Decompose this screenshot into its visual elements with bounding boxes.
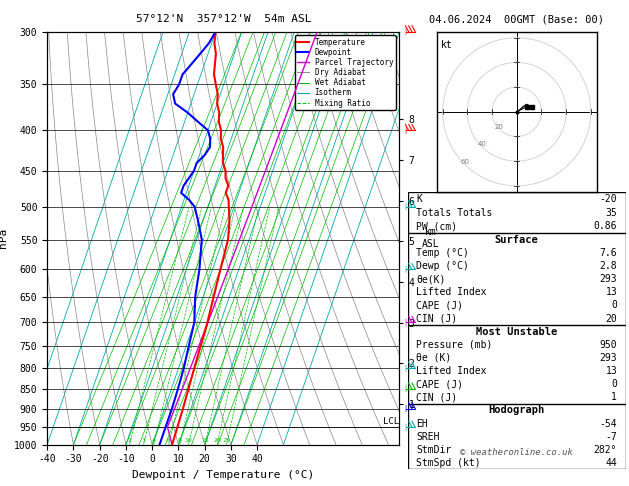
Text: EH: EH xyxy=(416,418,428,429)
Text: 20: 20 xyxy=(213,438,221,443)
Y-axis label: hPa: hPa xyxy=(0,228,8,248)
Text: CIN (J): CIN (J) xyxy=(416,392,457,402)
Text: 35: 35 xyxy=(605,208,617,218)
Y-axis label: km
ASL: km ASL xyxy=(422,227,440,249)
X-axis label: Dewpoint / Temperature (°C): Dewpoint / Temperature (°C) xyxy=(132,470,314,480)
Text: Most Unstable: Most Unstable xyxy=(476,327,557,337)
Text: LCL: LCL xyxy=(382,417,399,426)
Text: K: K xyxy=(416,194,422,204)
Text: |: | xyxy=(404,28,408,35)
Text: CAPE (J): CAPE (J) xyxy=(416,379,464,389)
Text: 1: 1 xyxy=(611,392,617,402)
Text: 950: 950 xyxy=(599,340,617,350)
Text: 20: 20 xyxy=(495,124,504,130)
Text: |: | xyxy=(404,424,408,431)
Text: © weatheronline.co.uk: © weatheronline.co.uk xyxy=(460,448,573,457)
Text: 6: 6 xyxy=(167,438,170,443)
Text: 25: 25 xyxy=(223,438,231,443)
Text: Lifted Index: Lifted Index xyxy=(416,287,487,297)
Text: CIN (J): CIN (J) xyxy=(416,313,457,324)
Text: 0: 0 xyxy=(611,300,617,311)
Text: |: | xyxy=(404,319,408,326)
Text: CAPE (J): CAPE (J) xyxy=(416,300,464,311)
Text: kt: kt xyxy=(442,39,453,50)
Text: Surface: Surface xyxy=(495,235,538,245)
Text: -54: -54 xyxy=(599,418,617,429)
Text: 44: 44 xyxy=(605,458,617,468)
Text: 40: 40 xyxy=(478,141,487,147)
Text: 2: 2 xyxy=(128,438,131,443)
Text: θe (K): θe (K) xyxy=(416,353,452,363)
Text: 0.86: 0.86 xyxy=(594,222,617,231)
Text: PW (cm): PW (cm) xyxy=(416,222,457,231)
Text: 282°: 282° xyxy=(594,445,617,455)
Text: 04.06.2024  00GMT (Base: 00): 04.06.2024 00GMT (Base: 00) xyxy=(429,14,604,24)
Text: -7: -7 xyxy=(605,432,617,442)
Text: |: | xyxy=(404,127,408,134)
Text: Hodograph: Hodograph xyxy=(489,405,545,416)
Text: Lifted Index: Lifted Index xyxy=(416,366,487,376)
Text: θe(K): θe(K) xyxy=(416,274,446,284)
Text: SREH: SREH xyxy=(416,432,440,442)
Text: |: | xyxy=(404,364,408,372)
Text: 0: 0 xyxy=(611,379,617,389)
Text: 57°12'N  357°12'W  54m ASL: 57°12'N 357°12'W 54m ASL xyxy=(135,14,311,24)
Text: Dewp (°C): Dewp (°C) xyxy=(416,261,469,271)
Text: StmSpd (kt): StmSpd (kt) xyxy=(416,458,481,468)
Text: 20: 20 xyxy=(605,313,617,324)
Text: Pressure (mb): Pressure (mb) xyxy=(416,340,493,350)
Text: |: | xyxy=(404,266,408,273)
Text: 8: 8 xyxy=(178,438,182,443)
Text: -20: -20 xyxy=(599,194,617,204)
Text: Totals Totals: Totals Totals xyxy=(416,208,493,218)
Text: 60: 60 xyxy=(460,158,469,165)
Text: 293: 293 xyxy=(599,274,617,284)
Legend: Temperature, Dewpoint, Parcel Trajectory, Dry Adiabat, Wet Adiabat, Isotherm, Mi: Temperature, Dewpoint, Parcel Trajectory… xyxy=(295,35,396,110)
Text: 2.8: 2.8 xyxy=(599,261,617,271)
Text: 15: 15 xyxy=(201,438,209,443)
Text: 13: 13 xyxy=(605,287,617,297)
Text: 293: 293 xyxy=(599,353,617,363)
Text: 10: 10 xyxy=(185,438,192,443)
Text: StmDir: StmDir xyxy=(416,445,452,455)
Text: |: | xyxy=(404,203,408,210)
Text: 4: 4 xyxy=(152,438,156,443)
Text: 13: 13 xyxy=(605,366,617,376)
Text: |: | xyxy=(404,405,408,412)
Text: |: | xyxy=(404,385,408,392)
Text: 3: 3 xyxy=(142,438,145,443)
Text: 7.6: 7.6 xyxy=(599,248,617,258)
Text: Temp (°C): Temp (°C) xyxy=(416,248,469,258)
